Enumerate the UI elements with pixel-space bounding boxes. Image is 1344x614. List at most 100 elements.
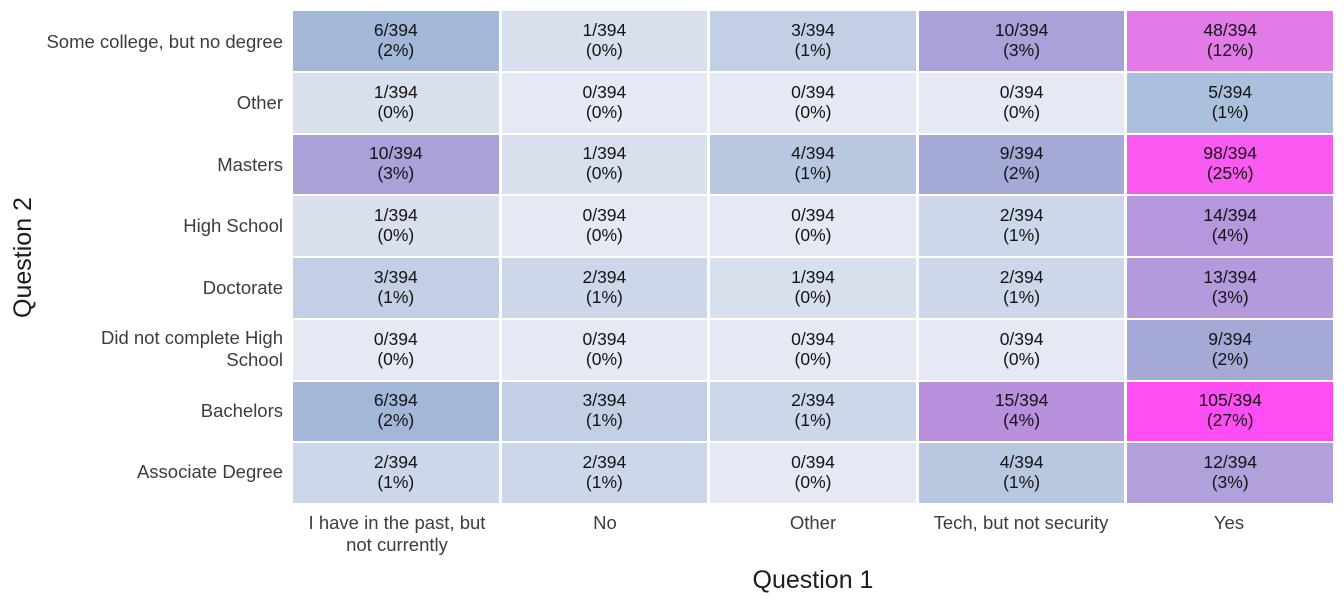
x-tick-label: Yes [1213, 512, 1245, 533]
heatmap-cell: 0/394 (0%) [293, 319, 499, 380]
heatmap-cell: 3/394 (1%) [710, 11, 916, 71]
heatmap-cell: 6/394 (2%) [293, 11, 499, 71]
cell-percent: (1%) [794, 163, 832, 184]
y-tick-label: Other [236, 92, 283, 114]
cell-percent: (0%) [377, 348, 415, 369]
heatmap-cell: 2/394 (1%) [710, 381, 916, 442]
cell-count: 1/394 [373, 205, 418, 226]
cell-percent: (1%) [1003, 286, 1041, 307]
cell-count: 0/394 [791, 328, 835, 349]
cell-count: 2/394 [582, 266, 627, 287]
heatmap-cell: 0/394 (0%) [918, 319, 1125, 380]
heatmap-cell: 1/394 (0%) [501, 11, 708, 71]
cell-count: 98/394 [1203, 143, 1257, 164]
cell-percent: (4%) [1003, 410, 1041, 431]
cell-percent: (3%) [377, 163, 415, 184]
x-tick-label: I have in the past, but not currently [308, 512, 486, 555]
x-tick-label: Tech, but not security [933, 512, 1109, 533]
cell-count: 0/394 [791, 81, 835, 102]
cell-percent: (0%) [1003, 101, 1041, 122]
heatmap-cell: 9/394 (2%) [918, 134, 1125, 195]
cell-count: 3/394 [582, 390, 627, 411]
cell-percent: (0%) [1003, 348, 1041, 369]
heatmap-cell: 4/394 (1%) [710, 134, 916, 195]
cell-count: 2/394 [582, 452, 627, 473]
y-tick-label: Bachelors [200, 399, 283, 421]
cell-count: 0/394 [582, 81, 627, 102]
cell-percent: (1%) [794, 39, 832, 60]
heatmap-cell: 2/394 (1%) [501, 258, 708, 318]
cell-percent: (0%) [585, 163, 623, 184]
y-tick-label: Associate Degree [136, 461, 283, 483]
y-axis-title-area: Question 2 [0, 11, 46, 503]
y-tick-labels: Some college, but no degree Other Masters H… [46, 11, 283, 503]
heatmap-cell: 98/394 (25%) [1127, 134, 1333, 195]
cell-percent: (27%) [1206, 410, 1254, 431]
y-tick-label: Some college, but no degree [46, 30, 283, 52]
y-tick-label: Doctorate [202, 276, 283, 298]
cell-percent: (1%) [377, 472, 415, 493]
heatmap-cell: 13/394 (3%) [1127, 258, 1333, 318]
cell-count: 3/394 [373, 266, 418, 287]
heatmap-cell: 10/394 (3%) [293, 134, 499, 195]
cell-percent: (2%) [377, 410, 415, 431]
cell-count: 2/394 [999, 266, 1044, 287]
heatmap-cell: 1/394 (0%) [710, 258, 916, 318]
cell-percent: (1%) [377, 286, 415, 307]
cell-count: 6/394 [373, 390, 418, 411]
cell-count: 4/394 [999, 452, 1044, 473]
cell-percent: (4%) [1211, 225, 1249, 246]
cell-percent: (0%) [585, 348, 623, 369]
cell-count: 48/394 [1203, 19, 1257, 40]
cell-percent: (0%) [794, 472, 832, 493]
heatmap-cell: 12/394 (3%) [1127, 443, 1333, 503]
cell-percent: (0%) [585, 39, 623, 60]
heatmap-cell: 2/394 (1%) [293, 443, 499, 503]
cell-percent: (0%) [377, 101, 415, 122]
cell-percent: (3%) [1211, 472, 1249, 493]
cell-percent: (3%) [1003, 39, 1041, 60]
cell-percent: (1%) [585, 410, 623, 431]
heatmap-cell: 0/394 (0%) [501, 72, 708, 133]
cell-count: 0/394 [999, 81, 1044, 102]
cell-count: 1/394 [582, 19, 627, 40]
heatmap-cell: 14/394 (4%) [1127, 196, 1333, 256]
cell-percent: (1%) [794, 410, 832, 431]
cell-count: 0/394 [582, 328, 627, 349]
cell-count: 9/394 [1208, 328, 1253, 349]
heatmap-cell: 2/394 (1%) [918, 258, 1125, 318]
cell-percent: (0%) [377, 225, 415, 246]
heatmap-cell: 6/394 (2%) [293, 381, 499, 442]
cell-percent: (1%) [1211, 101, 1249, 122]
y-tick-label: Masters [217, 153, 283, 175]
heatmap-cell: 1/394 (0%) [501, 134, 708, 195]
heatmap-cell: 48/394 (12%) [1127, 11, 1333, 71]
cell-count: 12/394 [1203, 452, 1257, 473]
cell-count: 4/394 [791, 143, 835, 164]
cell-count: 2/394 [373, 452, 418, 473]
cell-percent: (0%) [585, 225, 623, 246]
cell-count: 0/394 [999, 328, 1044, 349]
cell-count: 3/394 [791, 19, 835, 40]
cell-percent: (0%) [794, 225, 832, 246]
cell-count: 10/394 [369, 143, 423, 164]
cell-count: 5/394 [1208, 81, 1253, 102]
cell-percent: (2%) [1003, 163, 1041, 184]
cell-count: 0/394 [791, 452, 835, 473]
heatmap-cell: 3/394 (1%) [293, 258, 499, 318]
cell-percent: (1%) [1003, 225, 1041, 246]
cell-count: 0/394 [373, 328, 418, 349]
heatmap-cell: 10/394 (3%) [918, 11, 1125, 71]
heatmap-cell: 5/394 (1%) [1127, 72, 1333, 133]
heatmap-cell: 9/394 (2%) [1127, 319, 1333, 380]
y-axis-title: Question 2 [8, 196, 37, 318]
heatmap-cell: 105/394 (27%) [1127, 381, 1333, 442]
heatmap-cell: 0/394 (0%) [710, 196, 916, 256]
cell-percent: (1%) [585, 472, 623, 493]
heatmap-cell: 3/394 (1%) [501, 381, 708, 442]
x-tick-label: Other [789, 512, 837, 533]
x-axis-title: Question 1 [752, 566, 874, 594]
heatmap-cell: 15/394 (4%) [918, 381, 1125, 442]
cell-count: 9/394 [999, 143, 1044, 164]
